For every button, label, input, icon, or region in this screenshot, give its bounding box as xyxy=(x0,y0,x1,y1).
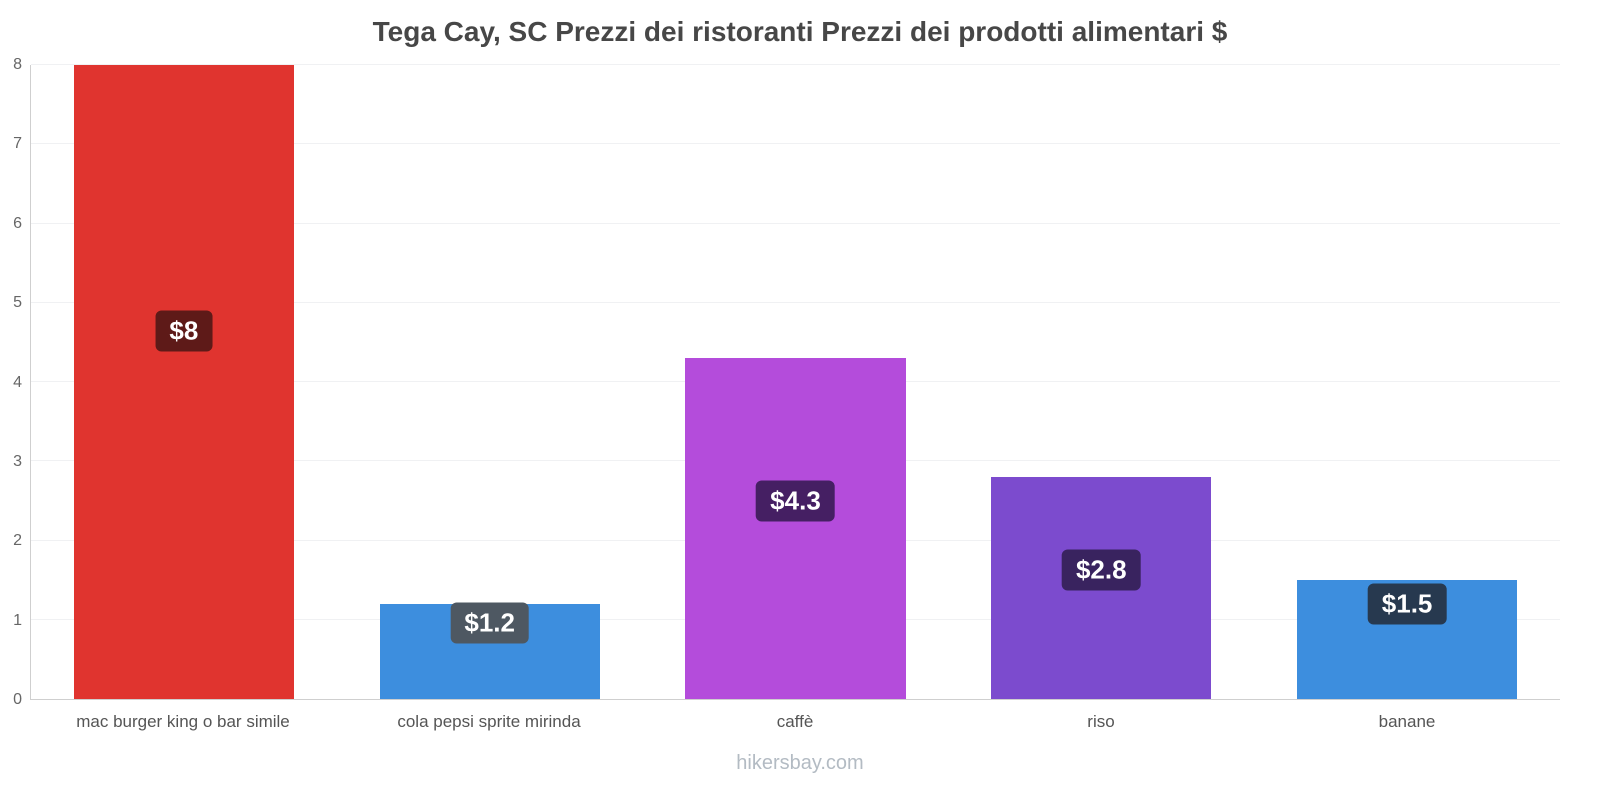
gridline xyxy=(31,143,1560,145)
bar-value-badge: $1.5 xyxy=(1367,583,1447,625)
chart-title: Tega Cay, SC Prezzi dei ristoranti Prezz… xyxy=(372,16,1228,47)
y-tick-label: 2 xyxy=(13,532,22,550)
y-tick-label: 3 xyxy=(13,452,22,470)
bar-2: $1.2 xyxy=(379,602,600,699)
y-tick-label: 6 xyxy=(13,214,22,232)
bar-value-badge: $2.8 xyxy=(1061,549,1141,591)
bar-slot: $4.3 xyxy=(643,65,949,699)
plot-area: $8 $1.2 $4.3 $2.8 $1.5 xyxy=(30,64,1560,700)
x-tick-label: cola pepsi sprite mirinda xyxy=(397,712,581,731)
y-tick-label: 1 xyxy=(13,611,22,629)
y-tick-label: 4 xyxy=(13,373,22,391)
bar-3: $4.3 xyxy=(685,358,906,699)
y-tick-label: 7 xyxy=(13,135,22,153)
bar-slot: $1.2 xyxy=(337,65,643,699)
y-tick-label: 5 xyxy=(13,294,22,312)
x-tick-label: riso xyxy=(1087,712,1115,731)
x-tick-label: caffè xyxy=(776,712,814,731)
y-axis: 0 1 2 3 4 5 6 7 8 xyxy=(0,56,24,708)
bar-4: $2.8 xyxy=(991,477,1212,699)
bar-value-badge: $1.2 xyxy=(450,602,529,644)
bar-value-badge: $4.3 xyxy=(756,480,835,522)
y-tick-label: 0 xyxy=(13,691,22,708)
gridline xyxy=(31,64,1560,65)
gridline xyxy=(31,301,1560,303)
bar-5: $1.5 xyxy=(1297,580,1518,699)
x-axis-labels: mac burger king o bar simile cola pepsi s… xyxy=(30,712,1560,732)
bars-container: $8 $1.2 $4.3 $2.8 $1.5 xyxy=(31,65,1560,699)
bar-value-badge: $8 xyxy=(155,310,213,352)
bar-slot: $1.5 xyxy=(1254,65,1560,699)
gridline xyxy=(31,222,1560,224)
bar-1: $8 xyxy=(73,65,294,699)
x-tick-label: banane xyxy=(1378,712,1436,731)
bar-slot: $8 xyxy=(31,65,337,699)
x-tick-label: mac burger king o bar simile xyxy=(76,712,290,731)
footer-link[interactable]: hikersbay.com xyxy=(736,752,864,774)
y-tick-label: 8 xyxy=(13,56,22,73)
bar-slot: $2.8 xyxy=(948,65,1254,699)
